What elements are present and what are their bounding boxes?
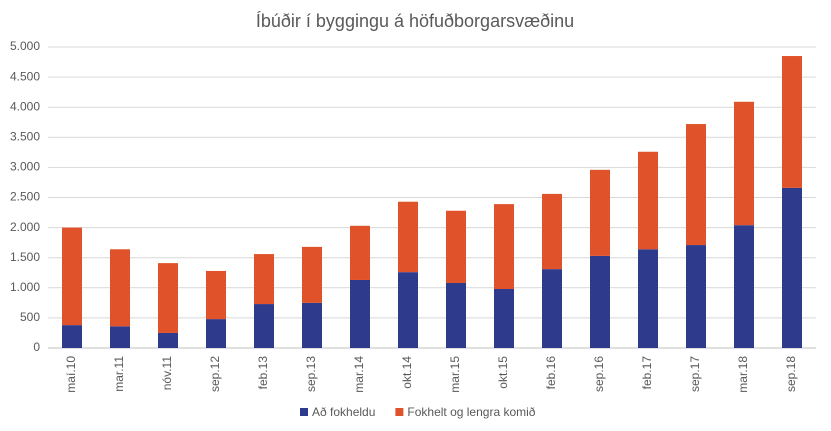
x-tick-label: sep.16 xyxy=(592,356,606,392)
bar-segment xyxy=(110,326,130,348)
legend-swatch xyxy=(395,408,404,416)
x-tick-label: okt.14 xyxy=(400,356,414,389)
x-tick-label: mar.11 xyxy=(112,356,126,392)
bar-segment xyxy=(686,124,706,246)
bar-segment xyxy=(446,282,466,348)
bar-segment xyxy=(542,193,562,270)
bar-segment xyxy=(446,210,466,283)
bar-segment xyxy=(398,272,418,348)
x-tick-label: feb.17 xyxy=(640,356,654,390)
bar-segment xyxy=(62,227,82,326)
x-tick-label: feb.16 xyxy=(544,356,558,390)
x-tick-label: sep.17 xyxy=(688,356,702,392)
bar-segment xyxy=(110,249,130,327)
x-tick-label: sep.12 xyxy=(208,356,222,392)
y-tick-label: 1.000 xyxy=(10,280,40,294)
legend-swatch xyxy=(300,408,308,416)
bar-segment xyxy=(206,319,226,348)
bar-segment xyxy=(734,101,754,226)
bar-segment xyxy=(638,249,658,348)
bar-segment xyxy=(302,246,322,303)
legend-label: Að fokheldu xyxy=(312,405,375,419)
x-tick-label: maí.10 xyxy=(64,356,78,393)
bar-segment xyxy=(62,325,82,348)
y-tick-label: 0 xyxy=(33,340,40,354)
bar-segment xyxy=(734,225,754,348)
bar-segment xyxy=(782,187,802,348)
bar-segment xyxy=(590,169,610,256)
bar-segment xyxy=(158,332,178,348)
y-tick-label: 5.000 xyxy=(10,39,40,53)
bar-segment xyxy=(350,225,370,280)
y-tick-label: 2.000 xyxy=(10,220,40,234)
x-tick-label: mar.14 xyxy=(352,356,366,393)
x-tick-label: mar.15 xyxy=(448,356,462,393)
bar-segment xyxy=(206,270,226,320)
bar-segment xyxy=(542,269,562,348)
y-tick-label: 3.000 xyxy=(10,160,40,174)
bar-segment xyxy=(686,245,706,348)
x-tick-label: nóv.11 xyxy=(160,356,174,391)
bar-segment xyxy=(398,201,418,273)
bar-segment xyxy=(254,304,274,348)
bar-segment xyxy=(638,151,658,250)
bar-segment xyxy=(350,279,370,348)
x-tick-label: sep.18 xyxy=(784,356,798,392)
x-tick-label: feb.13 xyxy=(256,356,270,390)
x-tick-label: sep.13 xyxy=(304,356,318,392)
y-tick-label: 4.500 xyxy=(10,69,40,83)
y-tick-label: 1.500 xyxy=(10,250,40,264)
x-tick-label: mar.18 xyxy=(736,356,750,393)
bar-segment xyxy=(254,254,274,305)
y-tick-label: 4.000 xyxy=(10,99,40,113)
bar-segment xyxy=(590,255,610,348)
legend-label: Fokhelt og lengra komið xyxy=(407,405,535,419)
bar-segment xyxy=(494,204,514,290)
x-tick-label: okt.15 xyxy=(496,356,510,389)
bar-segment xyxy=(494,289,514,348)
y-tick-label: 3.500 xyxy=(10,129,40,143)
bar-segment xyxy=(158,263,178,333)
bar-segment xyxy=(302,302,322,348)
y-tick-label: 500 xyxy=(20,310,40,324)
y-tick-label: 2.500 xyxy=(10,190,40,204)
chart-title: Íbúðir í byggingu á höfuðborgarsvæðinu xyxy=(256,11,574,31)
bar-segment xyxy=(782,56,802,188)
